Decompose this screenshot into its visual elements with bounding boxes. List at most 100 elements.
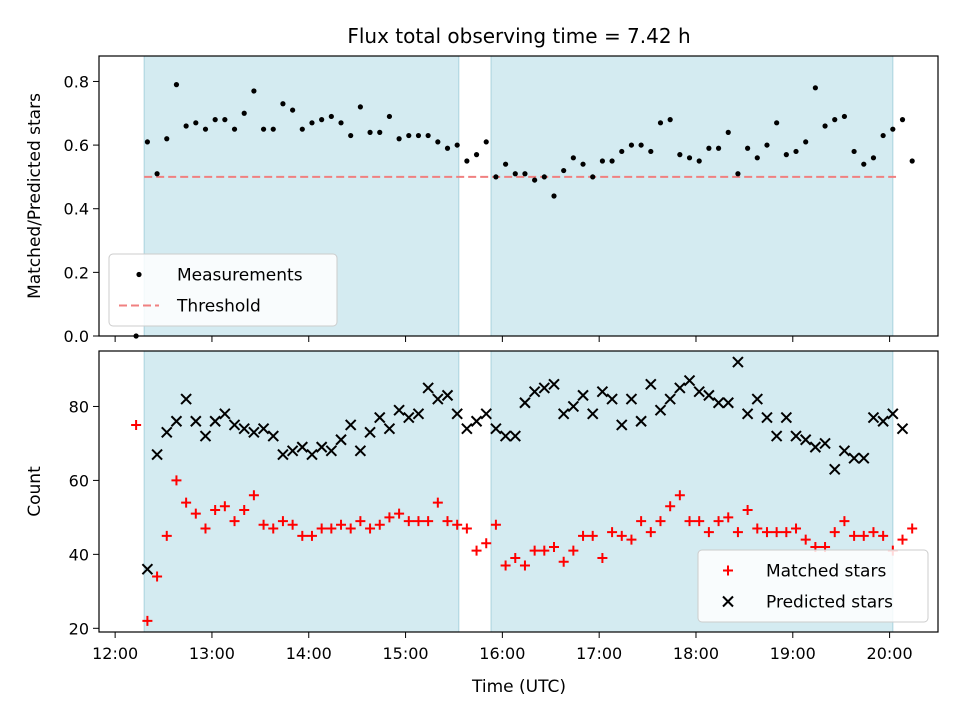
data-point [841,113,848,120]
x-tick-label: 16:00 [479,644,525,663]
data-point [131,419,142,430]
x-axis-label: Time (UTC) [471,677,566,697]
data-point [509,430,521,442]
data-point [280,101,286,107]
data-point [190,415,202,427]
data-point [645,527,656,538]
data-point [693,385,705,398]
data-point [780,411,793,424]
data-point [386,113,393,120]
data-point [839,516,850,527]
data-point [519,560,530,571]
data-point [774,120,780,126]
data-point [706,145,712,151]
data-point [532,177,538,183]
x-tick-label: 20:00 [867,644,913,663]
data-point [374,411,386,424]
legend-marker [136,271,142,278]
data-point [529,545,540,556]
data-point [723,512,734,523]
legend-label: Threshold [176,297,261,317]
axes-frame [98,350,939,633]
data-point [812,85,818,91]
data-point [354,445,367,457]
data-point [326,523,337,534]
data-point [499,430,512,442]
data-point [200,523,211,534]
series-predicted-stars [141,356,909,575]
data-point [377,129,383,135]
data-point [336,519,347,530]
data-point [878,530,889,541]
legend-label: Matched stars [766,562,886,582]
chart-title: Flux total observing time = 7.42 h [347,24,690,48]
x-tick-label: 17:00 [576,644,622,663]
data-point [432,393,444,405]
data-point [803,139,809,145]
shaded-interval-0 [143,350,460,633]
data-point [441,389,454,402]
x-tick-label: 14:00 [286,644,332,663]
y-tick-label: 80 [69,397,89,416]
data-point [636,516,647,527]
data-point [645,378,657,390]
data-point [413,516,424,527]
data-point [161,530,172,541]
data-point [551,193,557,199]
data-point [832,117,838,123]
data-point [635,415,647,427]
data-point [548,541,559,552]
data-point [260,126,267,132]
data-point [858,530,869,541]
data-point [202,126,209,132]
data-point [665,501,676,512]
axes-frame [98,55,939,337]
data-point [674,490,685,501]
data-point [270,126,276,132]
data-point [306,448,318,461]
data-point [290,107,296,113]
data-point [173,82,180,88]
data-point [764,142,770,148]
data-point [752,523,763,534]
data-point [626,534,637,545]
data-point [625,393,638,405]
data-point [190,508,201,519]
series-matched-stars [131,419,918,626]
data-point [154,171,160,177]
data-point [219,501,230,512]
y-tick-label: 60 [69,471,89,490]
data-point [539,545,550,556]
data-point [667,117,673,123]
data-point [567,400,580,413]
data-point [384,512,395,523]
data-point [751,393,763,405]
data-point [654,404,667,416]
data-point [277,448,289,461]
legend-box [697,549,929,623]
data-point [481,538,492,549]
data-point [344,419,357,431]
data-point [483,139,489,145]
data-point [454,142,460,148]
ratio-panel: 0.0 0.2 0.4 0.6 0.8 Matched/Predicted stars Me… [25,55,939,346]
data-point [580,161,586,167]
data-point [561,167,567,174]
y-tick-label: 0.6 [64,136,89,155]
legend-marker [723,565,733,576]
data-point [541,174,547,180]
data-point [297,530,308,541]
data-point [209,415,221,427]
data-point [725,129,731,135]
data-point [607,527,618,538]
data-point [568,545,579,556]
data-point [248,490,259,501]
data-point [222,117,228,123]
data-point [251,88,257,94]
data-point [473,152,480,158]
data-point [319,117,325,123]
data-point [868,527,879,538]
data-point [394,508,405,519]
y-axis-label: Matched/Predicted stars [25,93,45,299]
data-point [696,158,702,164]
